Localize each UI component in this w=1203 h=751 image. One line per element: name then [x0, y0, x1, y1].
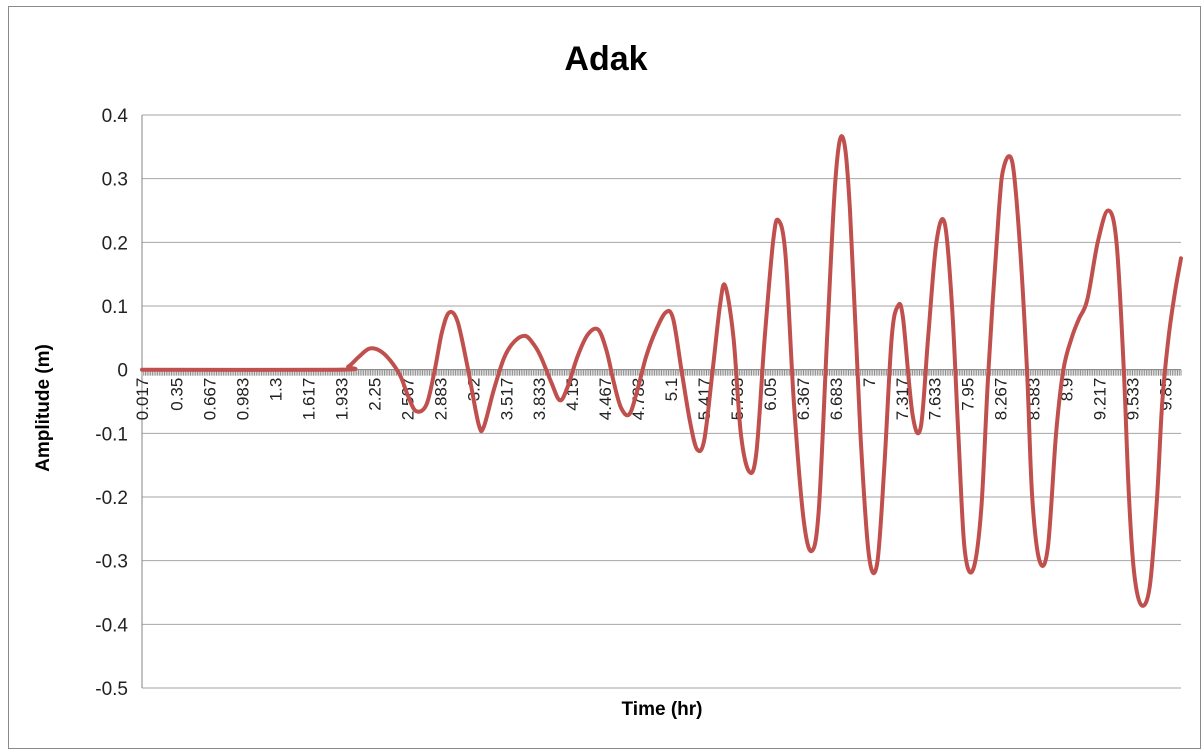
x-tick-label: 0.667: [201, 378, 220, 421]
x-tick-label: 7.317: [893, 378, 912, 421]
x-tick-label: 6.05: [761, 378, 780, 411]
series-line: [140, 134, 1183, 608]
y-tick-label: 0: [117, 361, 128, 382]
x-tick-label: 9.217: [1091, 378, 1110, 421]
y-tick-label: 0.1: [102, 297, 128, 318]
x-tick-label: 2.25: [365, 378, 384, 411]
x-tick-label: 1.3: [267, 378, 286, 402]
y-tick-label: 0.3: [102, 170, 128, 191]
x-axis-label: Time (hr): [622, 699, 703, 720]
y-tick-label: -0.4: [95, 615, 128, 636]
x-tick-label: 7: [860, 378, 879, 387]
x-tick-label: 1.617: [300, 378, 319, 421]
y-tick-label: -0.1: [95, 424, 128, 445]
x-tick-label: 0.983: [234, 378, 253, 421]
line-chart: Adak 0.4 0.3 0.2 0.1 0 -0.1 -0.2 -0.3 -0.4 -0.5 0…: [33, 40, 1183, 720]
chart-title: Adak: [564, 40, 647, 78]
y-tick-label: -0.2: [95, 488, 128, 509]
y-tick-label: 0.2: [102, 233, 128, 254]
x-tick-label: 0.017: [133, 378, 152, 421]
x-axis-ticks: 0.017 0.35 0.667 0.983 1.3 1.617 1.933 2.25 2.56…: [133, 378, 1175, 421]
y-tick-label: -0.5: [95, 679, 128, 700]
x-tick-label: 2.883: [431, 378, 450, 421]
x-tick-label: 3.833: [530, 378, 549, 421]
x-tick-label: 4.783: [629, 378, 648, 421]
x-tick-label: 8.267: [992, 378, 1011, 421]
chart-frame: Adak 0.4 0.3 0.2 0.1 0 -0.1 -0.2 -0.3 -0.4 -0.5 0…: [8, 6, 1201, 749]
x-tick-label: 7.95: [959, 378, 978, 411]
x-tick-label: 4.467: [596, 378, 615, 421]
x-tick-label: 3.517: [497, 378, 516, 421]
x-tick-label: 6.683: [827, 378, 846, 421]
x-tick-label: 0.35: [168, 378, 187, 411]
x-tick-label: 9.85: [1156, 378, 1175, 411]
x-tick-label: 5.1: [662, 378, 681, 402]
x-tick-label: 6.367: [794, 378, 813, 421]
y-tick-label: 0.4: [102, 106, 129, 127]
x-tick-label: 7.633: [926, 378, 945, 421]
y-tick-label: -0.3: [95, 552, 128, 573]
x-tick-label: 9.533: [1123, 378, 1142, 421]
y-axis-ticks: 0.4 0.3 0.2 0.1 0 -0.1 -0.2 -0.3 -0.4 -0.5: [95, 106, 128, 700]
y-axis-label: Amplitude (m): [33, 344, 54, 472]
x-tick-label: 1.933: [332, 378, 351, 421]
